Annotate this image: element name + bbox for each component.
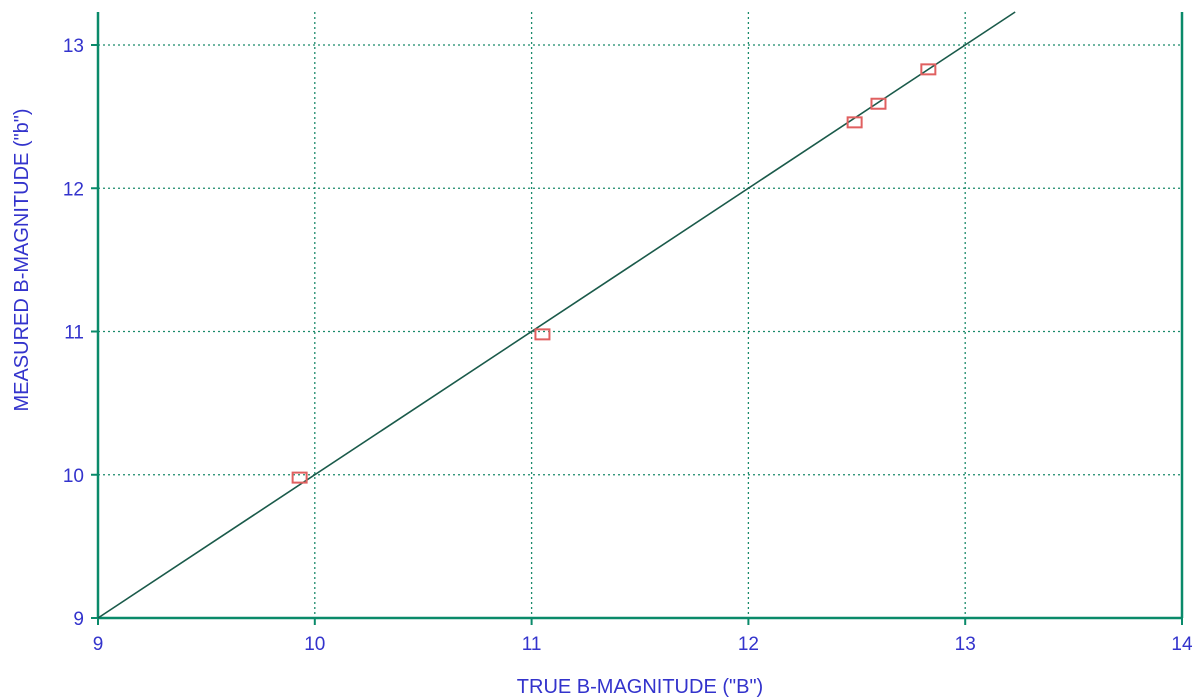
reference-line-group (97, 11, 1016, 619)
y-tick-label: 11 (64, 323, 84, 344)
axes (91, 12, 1184, 625)
y-tick-label: 12 (63, 179, 84, 200)
x-tick-label: 13 (955, 634, 976, 655)
y-tick-label: 10 (63, 466, 84, 487)
data-point (846, 116, 863, 129)
grid (98, 12, 1182, 618)
x-axis-title: TRUE B-MAGNITUDE ("B") (517, 676, 763, 698)
x-tick-labels: 9 10 11 12 13 14 (93, 634, 1193, 655)
x-tick-label: 11 (522, 634, 542, 655)
data-point (291, 471, 308, 484)
x-tick-label: 9 (93, 634, 104, 655)
x-tick-label: 10 (304, 634, 325, 655)
y-tick-labels: 9 10 11 12 13 (63, 36, 84, 630)
reference-line (97, 11, 1016, 619)
x-tick-label: 14 (1171, 634, 1193, 655)
y-axis-title: MEASURED B-MAGNITUDE ("b") (11, 108, 33, 411)
data-points (291, 63, 937, 484)
data-point (920, 63, 937, 76)
x-tick-label: 12 (738, 634, 759, 655)
data-point (534, 328, 551, 341)
data-point (870, 97, 887, 110)
y-tick-label: 9 (73, 609, 84, 630)
y-tick-label: 13 (63, 36, 84, 57)
